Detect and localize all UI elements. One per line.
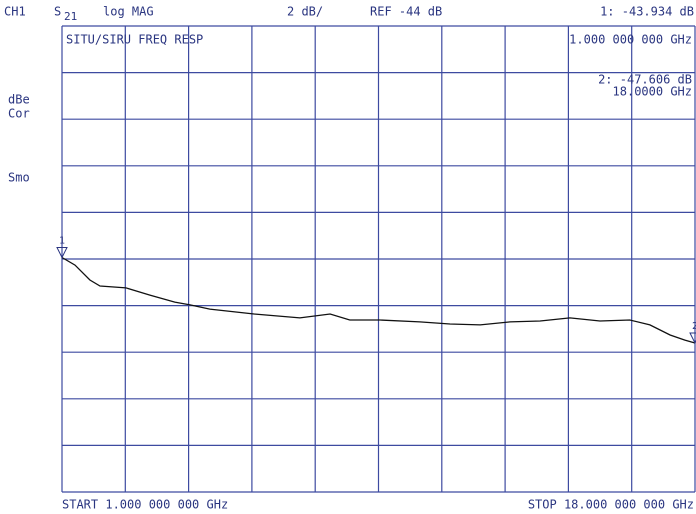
stop-label: STOP 18.000 000 000 GHz xyxy=(528,498,694,512)
marker-readout: 1: -43.934 dB xyxy=(600,5,694,19)
marker-label: 2 xyxy=(692,321,696,332)
parameter-sub: 21 xyxy=(64,10,77,23)
channel: CH1 xyxy=(4,5,26,19)
format: log MAG xyxy=(103,5,154,19)
parameter: S xyxy=(54,5,61,19)
trace xyxy=(61,256,696,344)
annotation: dBe xyxy=(8,93,30,107)
annotation: Smo xyxy=(8,171,30,185)
annotation: Cor xyxy=(8,107,30,121)
chart-title: SITU/SIRU FREQ RESP xyxy=(66,33,203,47)
marker-readout: 2: -47.606 dB xyxy=(598,73,692,87)
reference: REF -44 dB xyxy=(370,5,442,19)
start-label: START 1.000 000 000 GHz xyxy=(62,498,228,512)
scale: 2 dB/ xyxy=(287,5,323,19)
marker xyxy=(56,246,68,259)
marker xyxy=(689,332,696,345)
marker-frequency: 18.0000 GHz xyxy=(613,85,692,99)
marker-label: 1 xyxy=(59,235,65,246)
marker-frequency: 1.000 000 000 GHz xyxy=(569,33,692,47)
